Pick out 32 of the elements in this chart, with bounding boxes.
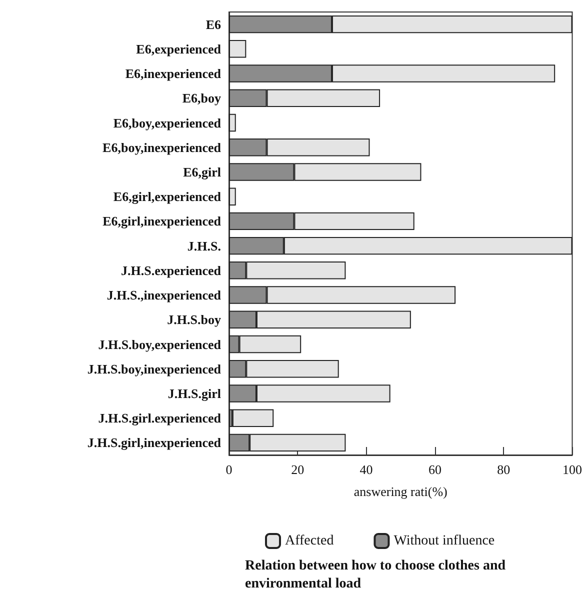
x-tick-label: 20 — [291, 462, 304, 477]
y-tick-label: J.H.S.girl,inexperienced — [87, 435, 222, 450]
y-tick-label: J.H.S. — [187, 238, 221, 254]
x-axis-title: answering rati(%) — [354, 484, 448, 499]
y-tick-label: E6 — [206, 16, 222, 32]
x-tick-label: 60 — [428, 462, 442, 477]
y-tick-label: E6,experienced — [136, 41, 222, 56]
x-tick-label: 40 — [360, 462, 373, 477]
text: Relation between how to choose clothes and environmental load — [245, 558, 510, 592]
y-tick-label: E6,inexperienced — [125, 66, 222, 82]
y-tick-label: J.H.S.,inexperienced — [106, 288, 222, 303]
y-tick-label: E6,girl — [183, 164, 222, 180]
bar — [229, 114, 236, 132]
legend-label: Affected — [285, 534, 334, 548]
y-tick-label: J.H.S.boy — [167, 312, 222, 328]
bar — [232, 409, 274, 427]
y-tick-label: E6,boy — [182, 90, 222, 106]
y-tick-label: J.H.S.girl — [168, 386, 222, 401]
y-tick-label: J.H.S.boy,inexperienced — [87, 361, 222, 376]
y-tick-label: E6,boy,inexperienced — [102, 140, 222, 155]
legend-label: Without influence — [394, 534, 495, 548]
y-tick-label: J.H.S.boy,experienced — [98, 336, 222, 352]
x-tick-label: 0 — [226, 462, 232, 477]
y-tick-label: J.H.S.girl.experienced — [98, 410, 222, 426]
x-tick-label: 80 — [497, 462, 510, 477]
bar — [229, 40, 246, 58]
y-tick-label: E6,girl,inexperienced — [102, 214, 222, 229]
y-tick-label: J.H.S.experienced — [120, 262, 222, 278]
x-tick-label: 100 — [562, 462, 582, 477]
y-tick-label: E6,boy,experienced — [113, 115, 222, 130]
bar — [229, 188, 236, 206]
y-tick-label: E6,girl,experienced — [113, 189, 222, 204]
